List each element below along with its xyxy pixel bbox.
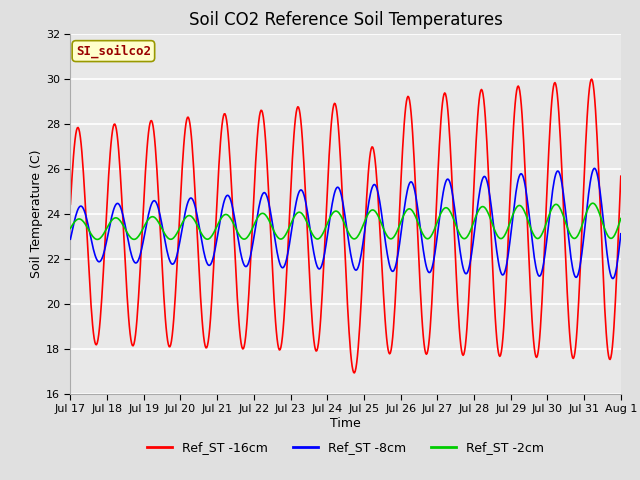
Ref_ST -8cm xyxy=(133,260,141,265)
Ref_ST -2cm xyxy=(190,216,198,222)
Ref_ST -8cm xyxy=(591,166,598,171)
Ref_ST -16cm xyxy=(617,173,625,179)
Ref_ST -16cm xyxy=(67,201,74,207)
Ref_ST -16cm xyxy=(189,153,196,159)
Text: SI_soilco2: SI_soilco2 xyxy=(76,44,151,58)
Line: Ref_ST -8cm: Ref_ST -8cm xyxy=(70,168,621,278)
Ref_ST -16cm xyxy=(351,370,358,376)
Ref_ST -8cm xyxy=(617,231,625,237)
Title: Soil CO2 Reference Soil Temperatures: Soil CO2 Reference Soil Temperatures xyxy=(189,11,502,29)
Ref_ST -2cm xyxy=(589,200,596,206)
Ref_ST -2cm xyxy=(219,213,227,219)
Line: Ref_ST -2cm: Ref_ST -2cm xyxy=(70,203,621,240)
Legend: Ref_ST -16cm, Ref_ST -8cm, Ref_ST -2cm: Ref_ST -16cm, Ref_ST -8cm, Ref_ST -2cm xyxy=(142,436,549,459)
Ref_ST -16cm xyxy=(429,272,437,278)
Ref_ST -2cm xyxy=(67,226,74,231)
Ref_ST -8cm xyxy=(77,204,84,209)
Ref_ST -8cm xyxy=(609,276,617,281)
Ref_ST -2cm xyxy=(134,234,141,240)
X-axis label: Time: Time xyxy=(330,417,361,430)
Ref_ST -16cm xyxy=(77,134,84,140)
Ref_ST -2cm xyxy=(93,237,101,242)
Ref_ST -8cm xyxy=(67,236,74,242)
Ref_ST -8cm xyxy=(189,197,196,203)
Ref_ST -8cm xyxy=(413,197,420,203)
Line: Ref_ST -16cm: Ref_ST -16cm xyxy=(70,79,621,373)
Ref_ST -16cm xyxy=(133,316,141,322)
Ref_ST -8cm xyxy=(429,263,436,269)
Y-axis label: Soil Temperature (C): Soil Temperature (C) xyxy=(30,149,43,278)
Ref_ST -2cm xyxy=(429,229,437,235)
Ref_ST -16cm xyxy=(588,76,596,82)
Ref_ST -2cm xyxy=(77,216,84,222)
Ref_ST -16cm xyxy=(218,122,226,128)
Ref_ST -8cm xyxy=(218,207,226,213)
Ref_ST -2cm xyxy=(413,217,421,223)
Ref_ST -16cm xyxy=(413,220,421,226)
Ref_ST -2cm xyxy=(617,216,625,221)
